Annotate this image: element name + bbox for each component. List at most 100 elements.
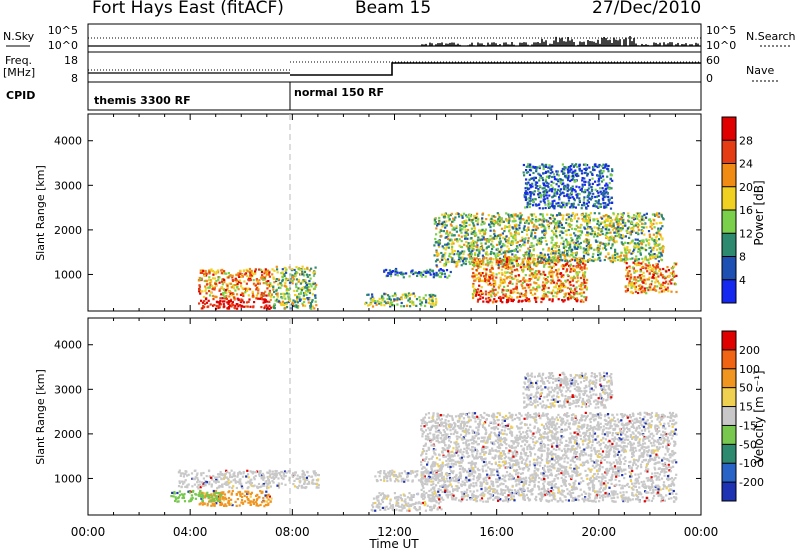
data-cell — [247, 501, 250, 504]
data-cell — [569, 187, 573, 190]
data-cell — [373, 300, 376, 303]
data-cell — [272, 277, 275, 280]
data-cell — [634, 290, 637, 293]
data-cell — [552, 231, 555, 234]
data-cell — [191, 485, 194, 488]
data-cell — [224, 481, 227, 484]
data-cell — [571, 290, 574, 293]
data-cell — [562, 267, 565, 270]
data-cell — [269, 500, 272, 503]
data-cell — [524, 237, 527, 240]
data-cell — [302, 304, 305, 307]
data-cell — [566, 189, 569, 193]
data-cell — [263, 307, 266, 310]
data-cell — [285, 271, 288, 274]
data-cell — [490, 257, 493, 260]
data-cell — [400, 271, 403, 274]
data-cell — [506, 276, 509, 279]
data-cell — [550, 275, 553, 278]
data-cell — [504, 225, 508, 228]
data-cell — [247, 498, 250, 501]
data-cell — [633, 278, 636, 281]
data-cell — [475, 249, 478, 252]
data-cell — [581, 179, 584, 182]
data-cell — [264, 503, 267, 506]
data-cell — [584, 271, 587, 274]
data-cell — [655, 272, 658, 275]
data-cell — [565, 245, 568, 248]
data-cell — [660, 253, 663, 256]
data-cell — [626, 287, 629, 290]
data-cell — [653, 285, 656, 288]
data-cell — [575, 174, 578, 178]
data-cell — [303, 480, 306, 483]
data-cell — [637, 291, 640, 295]
data-cell — [214, 480, 217, 483]
y-tick-label: 1000 — [54, 268, 82, 281]
data-cell — [553, 194, 556, 197]
data-cell — [584, 248, 587, 251]
data-cell — [236, 293, 239, 296]
data-cell — [485, 268, 488, 271]
data-cell — [470, 251, 473, 254]
data-cell — [570, 227, 574, 230]
data-cell — [477, 218, 480, 221]
data-cell — [556, 272, 559, 275]
data-cell — [225, 283, 228, 286]
data-cell — [649, 288, 653, 291]
data-cell — [533, 190, 536, 193]
data-cell — [521, 285, 524, 288]
data-cell — [221, 268, 224, 271]
data-cell — [556, 270, 559, 273]
data-cell — [457, 258, 460, 262]
data-cell — [527, 222, 530, 225]
data-cell — [616, 234, 619, 238]
data-cell — [210, 483, 213, 486]
data-cell — [538, 196, 541, 199]
data-cell — [543, 195, 546, 198]
data-cell — [451, 252, 454, 255]
data-cell — [560, 242, 563, 245]
data-cell — [542, 289, 545, 293]
data-cell — [547, 258, 551, 261]
data-cell — [277, 278, 280, 281]
data-cell — [285, 471, 288, 474]
data-cell — [509, 263, 512, 266]
data-cell — [221, 300, 224, 303]
data-cell — [548, 222, 552, 225]
data-cell — [624, 256, 627, 259]
data-cell — [569, 217, 572, 220]
data-cell — [510, 259, 513, 262]
data-cell — [644, 258, 647, 261]
data-cell — [583, 177, 586, 180]
data-cell — [518, 227, 521, 230]
data-cell — [278, 471, 281, 475]
data-cell — [561, 217, 565, 220]
data-cell — [284, 306, 287, 310]
data-cell — [481, 296, 484, 299]
data-cell — [667, 269, 670, 272]
data-cell — [640, 225, 644, 229]
data-cell — [276, 292, 279, 295]
data-cell — [236, 480, 240, 483]
data-cell — [562, 251, 566, 254]
data-cell — [429, 302, 432, 305]
data-cell — [518, 249, 522, 252]
data-cell — [425, 301, 428, 304]
data-cell — [624, 235, 627, 238]
data-cell — [254, 474, 257, 478]
data-cell — [597, 244, 600, 247]
data-cell — [447, 214, 450, 218]
data-cell — [502, 293, 505, 296]
data-cell — [561, 226, 564, 229]
data-cell — [212, 489, 215, 493]
data-cell — [492, 220, 495, 224]
data-cell — [433, 244, 436, 247]
data-cell — [548, 256, 551, 259]
data-cell — [253, 484, 256, 487]
data-cell — [495, 293, 498, 296]
data-cell — [201, 484, 204, 488]
data-cell — [588, 239, 591, 242]
data-cell — [644, 289, 647, 292]
data-cell — [268, 271, 271, 274]
